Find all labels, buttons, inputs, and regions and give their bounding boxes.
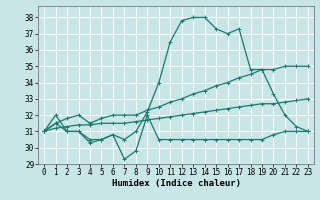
X-axis label: Humidex (Indice chaleur): Humidex (Indice chaleur) (111, 179, 241, 188)
